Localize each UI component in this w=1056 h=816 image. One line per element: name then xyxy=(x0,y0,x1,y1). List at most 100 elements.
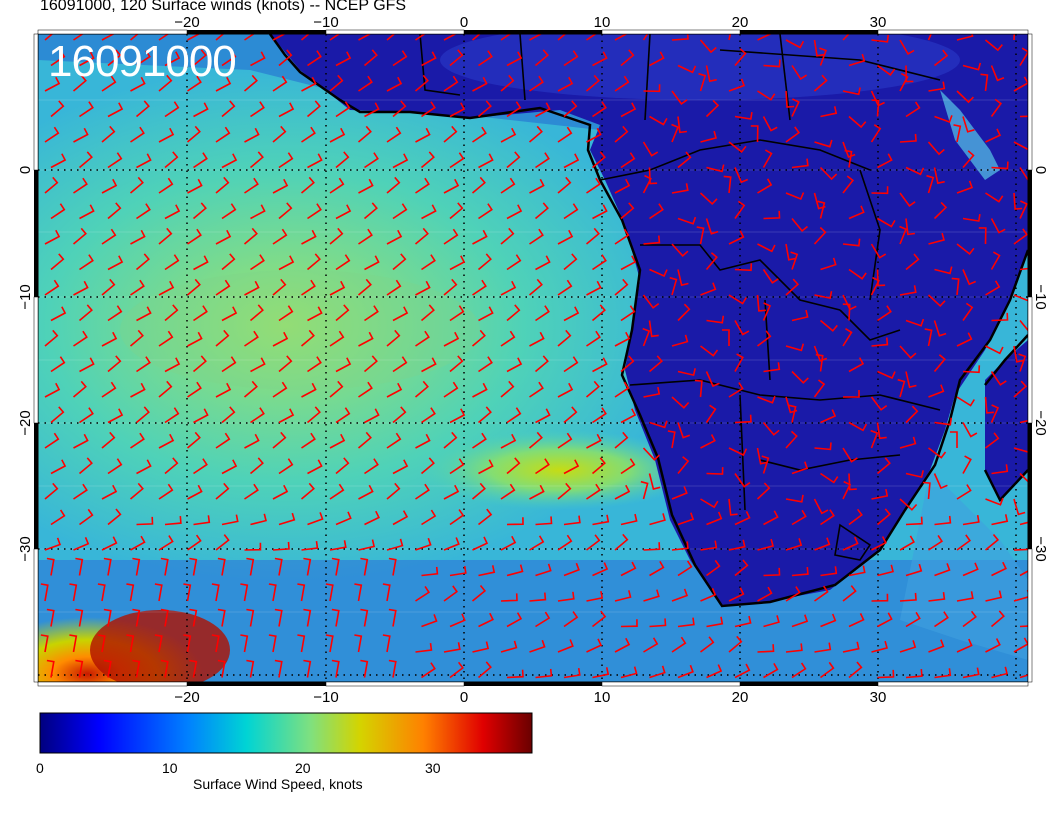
wind-barb xyxy=(274,557,283,576)
wind-barb xyxy=(591,457,606,475)
wind-barb xyxy=(358,178,374,194)
wind-barb xyxy=(761,455,770,474)
wind-barb xyxy=(301,382,317,398)
wind-barb xyxy=(642,174,652,194)
wind-barb xyxy=(700,282,717,296)
wind-barb xyxy=(415,330,430,347)
wind-barb xyxy=(614,178,631,194)
wind-barb xyxy=(728,498,738,516)
wind-barb xyxy=(186,431,201,449)
wind-barb xyxy=(620,408,637,424)
wind-barb xyxy=(215,126,231,143)
wind-barb xyxy=(1019,419,1028,424)
wind-barb xyxy=(871,337,889,347)
wind-barb xyxy=(905,611,921,628)
wind-barb xyxy=(272,381,288,398)
wind-barb xyxy=(557,382,574,398)
wind-barb xyxy=(871,34,889,43)
wind-barb xyxy=(705,371,720,388)
wind-barb xyxy=(500,380,515,398)
lat-labels-left: 0 −10 −20 −30 xyxy=(17,166,34,562)
lat-tick-right: −30 xyxy=(1032,536,1049,561)
wind-barb xyxy=(500,227,515,245)
wind-barb xyxy=(250,513,267,526)
wind-barb xyxy=(443,585,459,602)
wind-barb xyxy=(101,228,117,245)
wind-barb xyxy=(620,152,636,169)
lat-tick-left: −20 xyxy=(17,410,34,435)
wind-barb xyxy=(420,457,435,475)
wind-barb xyxy=(870,396,888,411)
wind-barb xyxy=(107,102,124,118)
wind-barb xyxy=(135,100,150,118)
wind-barb xyxy=(705,218,719,235)
wind-barb xyxy=(415,642,433,653)
wind-barb xyxy=(620,561,637,577)
wind-barb xyxy=(472,229,488,245)
wind-barb xyxy=(506,151,521,169)
wind-barb xyxy=(268,583,277,602)
wind-barb xyxy=(306,100,321,118)
wind-barb xyxy=(50,459,67,475)
wind-barb xyxy=(592,254,607,271)
wind-barb xyxy=(813,379,826,398)
wind-barb xyxy=(392,459,409,475)
wind-barb xyxy=(358,228,373,245)
wind-barb xyxy=(991,464,1009,475)
wind-barb xyxy=(472,126,487,143)
wind-barb xyxy=(1018,353,1027,372)
wind-barb xyxy=(734,353,744,372)
wind-barb xyxy=(187,534,202,551)
wind-barb xyxy=(1019,167,1028,182)
wind-barb xyxy=(956,484,972,500)
wind-barb xyxy=(585,74,600,92)
colorbar-tick: 0 xyxy=(36,760,44,776)
date-stamp: 16091000 xyxy=(48,37,237,86)
wind-barb xyxy=(1013,589,1028,602)
wind-barb xyxy=(592,357,608,373)
wind-barb xyxy=(164,204,181,220)
wind-barb xyxy=(103,608,112,627)
wind-barb xyxy=(791,370,809,384)
wind-barb xyxy=(534,202,549,220)
wind-barb xyxy=(757,330,772,347)
wind-barb xyxy=(506,101,522,118)
wind-barb xyxy=(586,177,601,194)
wind-barb xyxy=(791,98,800,117)
wind-barb xyxy=(164,304,179,322)
wind-barb xyxy=(335,254,351,271)
wind-barb xyxy=(899,345,917,360)
wind-barb xyxy=(130,126,145,143)
wind-barb xyxy=(728,382,744,398)
wind-barb xyxy=(358,331,374,347)
wind-barb xyxy=(814,585,829,602)
wind-barb xyxy=(591,151,606,169)
wind-barb xyxy=(193,255,209,271)
wind-barb xyxy=(791,217,809,233)
wind-barb xyxy=(415,177,430,194)
wind-barb xyxy=(757,90,776,101)
wind-barb xyxy=(813,345,828,362)
wind-barb xyxy=(44,329,59,347)
wind-barb xyxy=(215,432,231,449)
wind-barb xyxy=(187,484,203,500)
wind-barb xyxy=(360,608,369,627)
wind-barb xyxy=(193,408,209,424)
wind-barb xyxy=(164,51,181,67)
wind-barb xyxy=(363,355,378,373)
wind-barb xyxy=(922,481,931,500)
wind-barb xyxy=(420,304,435,322)
wind-barb xyxy=(1019,47,1028,66)
wind-barb xyxy=(158,380,173,398)
wind-barb xyxy=(79,357,95,373)
wind-barb xyxy=(506,407,522,424)
wind-barb xyxy=(848,53,866,67)
wind-barb xyxy=(75,557,84,576)
wind-barb xyxy=(50,406,65,424)
wind-barb xyxy=(950,431,958,448)
wind-barb xyxy=(500,640,518,653)
wind-barb xyxy=(991,312,1009,322)
wind-barb xyxy=(268,634,277,653)
wind-barb xyxy=(72,380,87,398)
wind-barb xyxy=(785,126,801,143)
